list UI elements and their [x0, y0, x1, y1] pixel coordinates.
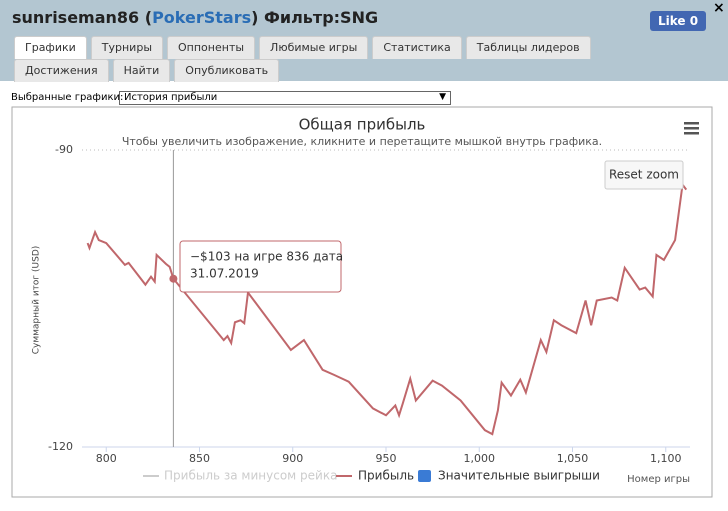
like-button[interactable]: Like 0	[650, 11, 707, 31]
tab[interactable]: Опубликовать	[174, 59, 280, 82]
x-tick-label: 950	[376, 452, 397, 465]
selector-value: История прибыли	[124, 92, 218, 103]
x-tick-label: 1,000	[464, 452, 496, 465]
tab[interactable]: Статистика	[372, 36, 462, 59]
reset-zoom-box	[604, 160, 684, 190]
selector[interactable]: История прибыли ▼	[119, 91, 451, 105]
tab[interactable]: Турниры	[90, 36, 164, 59]
tooltip-text: −$103 на игре 836 дата	[190, 250, 343, 264]
y-tick-label: -90	[55, 143, 73, 156]
legend-label: Прибыль за минусом рейка	[164, 469, 337, 483]
y-axis-label: Суммарный итог (USD)	[32, 246, 42, 355]
menu-icon[interactable]	[684, 122, 699, 135]
x-tick-label: 1,050	[557, 452, 589, 465]
tab[interactable]: Найти	[112, 59, 171, 82]
tab[interactable]: Таблицы лидеров	[465, 36, 591, 59]
x-tick-label: 800	[96, 452, 117, 465]
chart-frame	[11, 106, 713, 498]
x-tick-label: 1,100	[650, 452, 682, 465]
line-series	[86, 182, 688, 436]
chart-subtitle: Чтобы увеличить изображение, кликните и …	[122, 135, 602, 148]
x-tick-label: 900	[282, 452, 303, 465]
reset-zoom-label: Reset zoom	[609, 168, 679, 182]
x-tick-label: 850	[189, 452, 210, 465]
reset-zoom[interactable]: Reset zoom	[604, 160, 684, 190]
header-title: sunriseman86 (PokerStars) Фильтр:SNG	[12, 8, 378, 27]
selector-label: Выбранные графики:	[11, 92, 124, 103]
tab[interactable]: Любимые игры	[259, 36, 369, 59]
legend-label: Значительные выигрыши	[438, 469, 600, 483]
tab[interactable]: Достижения	[14, 59, 109, 82]
x-axis-label: Номер игры	[627, 474, 690, 485]
tab[interactable]: Графики	[14, 36, 87, 59]
tab[interactable]: Оппоненты	[167, 36, 256, 59]
tooltip-text: 31.07.2019	[190, 267, 259, 281]
chart-title: Общая прибыль	[299, 116, 426, 134]
y-tick-label: -120	[48, 440, 73, 453]
legend-label: Прибыль	[358, 469, 414, 483]
tooltip-box	[179, 240, 342, 293]
filter: ) Фильтр:SNG	[251, 8, 379, 27]
tabs: Графики Турниры Оппоненты Любимые игры Стати…	[14, 36, 639, 82]
site-link[interactable]: PokerStars	[152, 8, 252, 27]
close-button[interactable]: ×	[713, 0, 725, 16]
legend-swatch	[418, 470, 431, 482]
selector-arrow: ▼	[439, 92, 446, 102]
user: sunriseman86 (	[12, 8, 153, 27]
tooltip-point	[169, 274, 178, 283]
